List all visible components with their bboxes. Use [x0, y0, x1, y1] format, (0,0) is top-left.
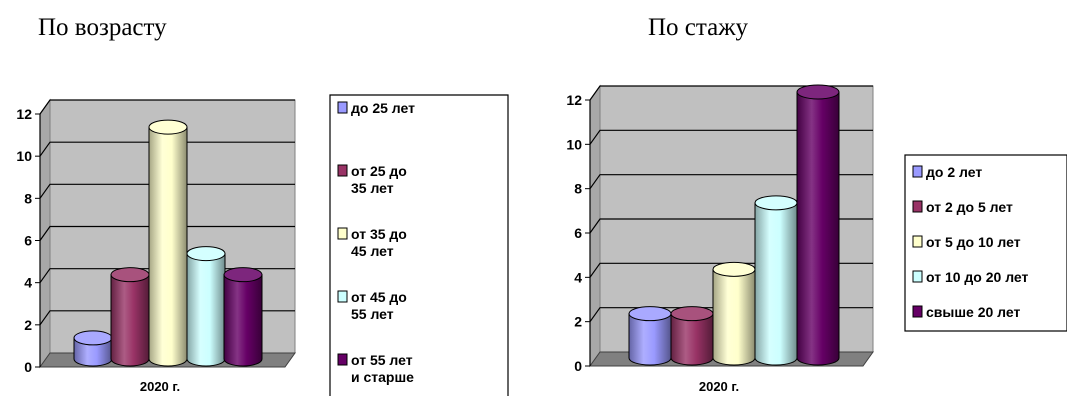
legend-item-1: до 25 лет — [337, 100, 415, 116]
legend-frame — [904, 154, 1067, 332]
legend-label: от 55 лет — [351, 352, 413, 368]
legend-swatch — [912, 235, 923, 248]
bar-top — [670, 306, 714, 322]
chart-heading-age: По возрасту — [38, 14, 167, 41]
legend-swatch — [337, 227, 348, 240]
legend-item-4: от 10 до 20 лет — [912, 269, 1029, 285]
y-tick-label: 12 — [16, 106, 32, 122]
bar-3 — [712, 261, 756, 366]
legend-label: 35 лет — [351, 180, 394, 196]
y-tick-label: 8 — [24, 190, 32, 206]
bar-body — [670, 313, 714, 366]
legend-swatch — [912, 165, 923, 178]
legend-label: и старше — [351, 369, 414, 385]
bar-body — [796, 91, 840, 366]
bar-top — [796, 84, 840, 100]
bar-3 — [148, 119, 188, 367]
bar-5 — [796, 84, 840, 366]
bar-1 — [73, 330, 113, 367]
y-tick-label: 2 — [574, 314, 582, 330]
legend-label: от 25 до — [351, 163, 407, 179]
y-tick-label: 10 — [566, 136, 582, 152]
legend-label: от 5 до 10 лет — [926, 234, 1021, 250]
gridline — [39, 183, 295, 199]
y-tick-label: 0 — [574, 358, 582, 374]
legend-label: до 25 лет — [351, 100, 415, 116]
bar-top — [186, 246, 226, 262]
legend-item-2: от 2 до 5 лет — [912, 199, 1013, 215]
gridline — [589, 85, 873, 101]
legend-label: от 2 до 5 лет — [926, 199, 1013, 215]
bar-body — [148, 126, 188, 367]
y-tick-label: 2 — [24, 317, 32, 333]
legend-swatch — [912, 270, 923, 283]
bar-top — [223, 267, 263, 283]
chart-heading-experience: По стажу — [648, 14, 748, 41]
legend-label: от 45 до — [351, 289, 407, 305]
bar-body — [186, 253, 226, 367]
legend-label: от 10 до 20 лет — [926, 269, 1029, 285]
bar-top — [628, 306, 672, 322]
legend-swatch — [912, 200, 923, 213]
legend-label: от 35 до — [351, 226, 407, 242]
bar-4 — [754, 195, 798, 366]
y-tick-label: 0 — [24, 359, 32, 375]
x-category-label: 2020 г. — [140, 379, 180, 394]
y-tick-label: 4 — [24, 275, 32, 291]
bar-top — [148, 119, 188, 135]
bar-2 — [670, 306, 714, 366]
bar-top — [73, 330, 113, 346]
bar-top — [754, 195, 798, 211]
y-tick-label: 6 — [574, 225, 582, 241]
chart-1: 0 2 4 6 8 10 12 2020 г. до 2 лет от 2 до 5 лет от … — [566, 84, 1067, 394]
legend-frame — [329, 94, 509, 396]
y-tick-label: 8 — [574, 181, 582, 197]
legend: до 2 лет от 2 до 5 лет от 5 до 10 лет от 10… — [904, 154, 1067, 332]
bar-body — [754, 202, 798, 366]
bar-2 — [110, 267, 150, 367]
bar-5 — [223, 267, 263, 367]
bar-top — [110, 267, 150, 283]
gridline — [39, 141, 295, 157]
legend-swatch — [337, 290, 348, 303]
y-tick-label: 12 — [566, 92, 582, 108]
bar-body — [628, 313, 672, 366]
bar-top — [712, 261, 756, 277]
legend-swatch — [337, 353, 348, 366]
bar-4 — [186, 246, 226, 367]
legend-swatch — [337, 164, 348, 177]
legend-item-3: от 5 до 10 лет — [912, 234, 1021, 250]
legend-item-1: до 2 лет — [912, 164, 982, 180]
legend-label: свыше 20 лет — [926, 304, 1020, 320]
bar-body — [223, 274, 263, 367]
y-tick-label: 6 — [24, 233, 32, 249]
bar-body — [110, 274, 150, 367]
legend-label: до 2 лет — [926, 164, 982, 180]
legend-swatch — [912, 305, 923, 318]
gridline — [589, 174, 873, 190]
legend-label: 45 лет — [351, 243, 394, 259]
legend-swatch — [337, 101, 348, 114]
bar-body — [712, 268, 756, 366]
legend-label: 55 лет — [351, 306, 394, 322]
legend-item-5: свыше 20 лет — [912, 304, 1020, 320]
gridline — [39, 99, 295, 115]
y-tick-label: 4 — [574, 269, 582, 285]
gridline — [589, 129, 873, 145]
gridline — [39, 225, 295, 241]
bar-1 — [628, 306, 672, 366]
y-tick-label: 10 — [16, 148, 32, 164]
x-category-label: 2020 г. — [699, 379, 739, 394]
